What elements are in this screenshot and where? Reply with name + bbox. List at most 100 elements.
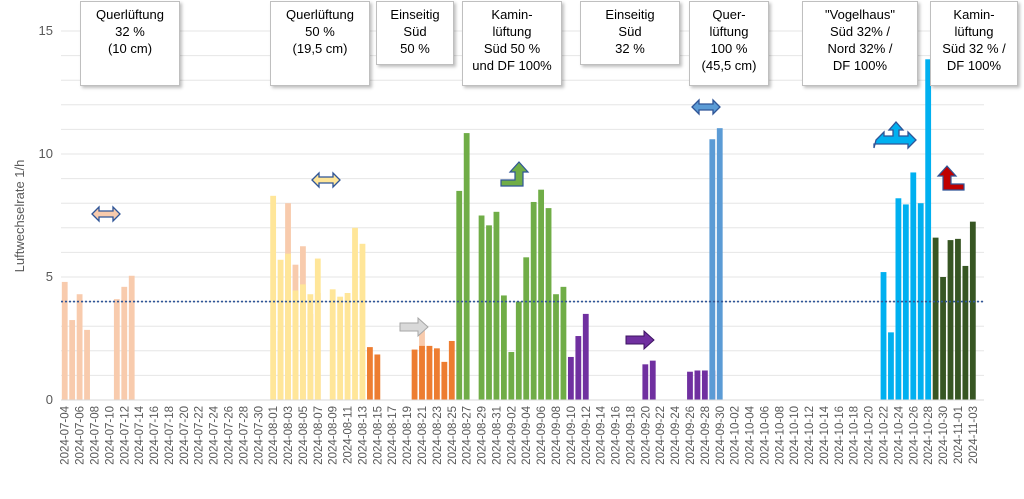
x-tick-label: 2024-10-14 — [819, 405, 831, 464]
double-arrow-icon — [91, 205, 121, 223]
y-axis-label: Luftwechselrate 1/h — [12, 160, 27, 273]
y-tick-label: 5 — [46, 269, 53, 284]
up-right-arrow-icon — [500, 161, 530, 187]
bar — [441, 361, 448, 400]
annotation-box-einseitig-32: Einseitig Süd 32 % — [580, 1, 680, 65]
bar — [515, 301, 522, 400]
bar — [69, 320, 76, 400]
bar — [955, 238, 961, 400]
double-arrow-icon — [311, 171, 341, 189]
x-tick-label: 2024-10-04 — [745, 405, 757, 464]
bars — [61, 59, 976, 401]
x-tick-label: 2024-08-17 — [387, 406, 399, 465]
x-tick-label: 2024-10-20 — [864, 406, 876, 465]
x-tick-label: 2024-08-29 — [477, 406, 489, 465]
x-tick-label: 2024-10-10 — [789, 406, 801, 465]
annotation-box-vogelhaus: "Vogelhaus" Süd 32% / Nord 32% / DF 100% — [802, 1, 918, 86]
cross-arrow-icon — [873, 121, 917, 150]
bar — [917, 203, 924, 400]
bar — [419, 345, 425, 400]
bar — [545, 208, 552, 400]
bar — [329, 289, 336, 400]
x-tick-label: 2024-09-04 — [521, 405, 533, 464]
bar — [61, 281, 68, 400]
bar — [701, 370, 708, 400]
bar — [344, 292, 351, 400]
x-tick-label: 2024-07-04 — [60, 405, 72, 464]
x-tick-label: 2024-08-03 — [283, 406, 295, 465]
bar — [463, 133, 470, 400]
annotation-box-querlueftung-50: Querlüftung 50 % (19,5 cm) — [270, 1, 370, 86]
right-arrow-icon — [625, 329, 655, 351]
y-tick-label: 15 — [39, 23, 53, 38]
bar — [687, 371, 693, 400]
x-tick-label: 2024-07-18 — [164, 406, 176, 465]
x-tick-label: 2024-08-25 — [447, 406, 459, 465]
x-tick-label: 2024-08-07 — [313, 406, 325, 465]
x-tick-label: 2024-07-20 — [179, 406, 191, 465]
bar — [113, 299, 120, 400]
x-tick-label: 2024-09-20 — [640, 406, 652, 465]
x-tick-label: 2024-10-26 — [908, 406, 920, 465]
x-tick-label: 2024-07-14 — [134, 405, 146, 464]
bar — [947, 240, 954, 400]
x-tick-label: 2024-11-01 — [953, 406, 965, 464]
x-tick-label: 2024-08-05 — [298, 406, 310, 465]
bar — [649, 360, 656, 400]
annotation-box-einseitig-50: Einseitig Süd 50 % — [376, 1, 454, 65]
bar — [314, 258, 321, 400]
bar — [292, 290, 299, 400]
bar — [352, 227, 358, 400]
bar — [538, 189, 545, 400]
x-tick-label: 2024-08-01 — [268, 406, 280, 465]
bar — [940, 277, 946, 400]
up-left-arrow-icon — [936, 165, 965, 191]
bar — [277, 259, 284, 400]
x-tick-label: 2024-09-24 — [670, 405, 682, 464]
x-tick-label: 2024-09-10 — [566, 406, 578, 465]
annotation-box-querlueftung-100: Quer-lüftung 100 % (45,5 cm) — [689, 1, 769, 86]
double-arrow-icon — [691, 98, 721, 116]
x-tick-label: 2024-08-15 — [372, 406, 384, 465]
x-tick-label: 2024-10-08 — [774, 406, 786, 465]
x-tick-label: 2024-10-18 — [849, 406, 861, 465]
x-tick-label: 2024-07-16 — [149, 406, 161, 465]
bar — [500, 295, 507, 400]
bar — [582, 313, 589, 400]
bar — [270, 195, 277, 400]
bar — [932, 237, 939, 400]
x-tick-label: 2024-08-23 — [432, 406, 444, 465]
bar — [478, 215, 485, 400]
bar — [888, 332, 894, 400]
x-tick-label: 2024-10-12 — [804, 406, 816, 465]
x-tick-label: 2024-09-18 — [625, 406, 637, 465]
bar — [300, 284, 306, 400]
x-tick-label: 2024-07-08 — [89, 406, 101, 465]
bar — [285, 253, 291, 400]
bar — [493, 211, 500, 400]
bar — [553, 294, 559, 400]
bar — [962, 265, 969, 400]
bar — [337, 296, 344, 400]
x-tick-label: 2024-09-26 — [685, 406, 697, 465]
x-tick-label: 2024-07-22 — [194, 406, 206, 465]
right-arrow-icon — [399, 316, 429, 338]
x-tick-label: 2024-10-02 — [730, 406, 742, 465]
bar — [523, 257, 530, 400]
x-tick-label: 2024-07-06 — [75, 406, 87, 465]
y-axis: 0 5 10 15 — [39, 23, 53, 407]
x-tick-label: 2024-10-28 — [923, 406, 935, 465]
x-tick-label: 2024-07-24 — [209, 405, 221, 464]
x-tick-label: 2024-08-09 — [328, 406, 340, 465]
bar — [359, 243, 366, 400]
x-tick-label: 2024-07-28 — [238, 406, 250, 465]
x-tick-label: 2024-09-02 — [506, 406, 518, 465]
annotation-box-querlueftung-32: Querlüftung 32 % (10 cm) — [80, 1, 180, 86]
bar — [709, 139, 716, 401]
bar — [411, 349, 418, 400]
x-tick-label: 2024-09-12 — [581, 406, 593, 465]
bar — [128, 275, 135, 400]
bar — [969, 221, 976, 400]
x-tick-label: 2024-08-13 — [357, 406, 369, 465]
annotation-box-kaminlueftung-32: Kamin-lüftung Süd 32 % / DF 100% — [930, 1, 1018, 86]
